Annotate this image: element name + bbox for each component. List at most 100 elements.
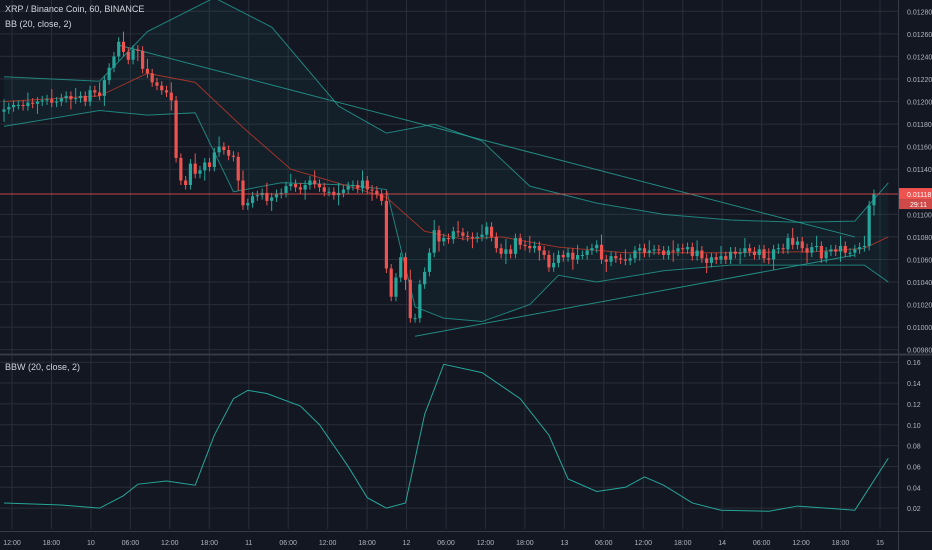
candle-body[interactable] <box>370 189 374 191</box>
candle-body[interactable] <box>169 92 173 101</box>
candle-body[interactable] <box>207 162 212 167</box>
candle-body[interactable] <box>513 238 518 254</box>
candle-body[interactable] <box>408 279 412 319</box>
candle-body[interactable] <box>652 249 656 251</box>
candle-body[interactable] <box>571 252 575 260</box>
candle-body[interactable] <box>289 183 293 187</box>
candle-body[interactable] <box>662 250 666 255</box>
candle-body[interactable] <box>203 162 207 171</box>
candle-body[interactable] <box>141 50 145 69</box>
candle-body[interactable] <box>561 254 565 258</box>
candle-body[interactable] <box>872 194 876 206</box>
candle-body[interactable] <box>2 109 6 112</box>
candle-body[interactable] <box>360 180 365 189</box>
candle-body[interactable] <box>466 235 470 237</box>
candle-body[interactable] <box>356 185 360 189</box>
candle-body[interactable] <box>810 247 814 253</box>
candle-body[interactable] <box>738 252 742 254</box>
candle-body[interactable] <box>647 250 651 253</box>
candle-body[interactable] <box>26 102 30 107</box>
candle-body[interactable] <box>666 250 671 255</box>
candle-body[interactable] <box>867 205 871 246</box>
candle-body[interactable] <box>126 51 130 60</box>
candle-body[interactable] <box>504 249 508 254</box>
candle-body[interactable] <box>552 262 556 268</box>
candle-body[interactable] <box>423 271 427 285</box>
candle-body[interactable] <box>236 156 240 181</box>
candle-body[interactable] <box>757 249 761 255</box>
candle-body[interactable] <box>16 104 20 106</box>
candle-body[interactable] <box>88 90 92 102</box>
candle-body[interactable] <box>714 257 718 260</box>
candle-body[interactable] <box>657 249 661 251</box>
candle-body[interactable] <box>700 250 704 259</box>
candle-body[interactable] <box>384 200 388 269</box>
candle-body[interactable] <box>800 241 804 249</box>
candle-body[interactable] <box>805 248 809 253</box>
candle-body[interactable] <box>59 98 63 102</box>
candle-body[interactable] <box>719 256 723 260</box>
candle-body[interactable] <box>136 49 140 51</box>
candle-body[interactable] <box>733 251 737 254</box>
candle-body[interactable] <box>145 68 149 74</box>
candle-body[interactable] <box>322 187 326 192</box>
candle-body[interactable] <box>222 146 226 151</box>
candle-body[interactable] <box>303 185 307 190</box>
candle-body[interactable] <box>848 252 852 254</box>
candle-body[interactable] <box>532 245 537 249</box>
candle-body[interactable] <box>518 238 522 245</box>
candle-body[interactable] <box>509 249 513 254</box>
candle-body[interactable] <box>776 248 780 250</box>
candle-body[interactable] <box>638 248 642 251</box>
candle-body[interactable] <box>174 100 178 158</box>
candle-body[interactable] <box>112 56 116 68</box>
candle-body[interactable] <box>494 236 498 249</box>
candle-body[interactable] <box>590 248 594 251</box>
candle-body[interactable] <box>21 104 25 107</box>
candle-body[interactable] <box>556 254 561 263</box>
candle-body[interactable] <box>317 183 322 188</box>
candle-body[interactable] <box>614 256 618 259</box>
candle-body[interactable] <box>752 251 757 255</box>
candle-body[interactable] <box>131 49 135 60</box>
candle-body[interactable] <box>819 245 823 259</box>
candle-body[interactable] <box>461 232 465 236</box>
candle-body[interactable] <box>121 41 126 52</box>
candle-body[interactable] <box>308 180 312 186</box>
candle-body[interactable] <box>432 230 436 253</box>
candle-body[interactable] <box>499 248 503 254</box>
candle-body[interactable] <box>298 187 302 190</box>
candle-body[interactable] <box>838 245 843 252</box>
candle-body[interactable] <box>284 186 288 193</box>
candle-body[interactable] <box>93 90 97 93</box>
candle-body[interactable] <box>451 231 455 240</box>
candle-body[interactable] <box>585 250 589 255</box>
candle-body[interactable] <box>198 170 202 174</box>
candle-body[interactable] <box>781 248 785 250</box>
candle-body[interactable] <box>184 180 188 186</box>
candle-body[interactable] <box>480 234 484 237</box>
candle-body[interactable] <box>767 258 771 260</box>
candle-body[interactable] <box>623 259 627 261</box>
candle-body[interactable] <box>365 180 369 190</box>
candle-body[interactable] <box>164 90 169 93</box>
candle-body[interactable] <box>35 101 40 104</box>
candle-body[interactable] <box>762 249 766 259</box>
candle-body[interactable] <box>681 248 685 250</box>
candle-body[interactable] <box>576 254 580 260</box>
candle-body[interactable] <box>107 67 111 81</box>
candle-body[interactable] <box>117 41 121 57</box>
candle-body[interactable] <box>403 257 408 280</box>
candle-body[interactable] <box>695 250 699 257</box>
candle-body[interactable] <box>231 155 236 157</box>
candle-body[interactable] <box>399 257 403 278</box>
candle-body[interactable] <box>671 250 675 252</box>
candle-body[interactable] <box>45 99 49 101</box>
candle-body[interactable] <box>537 245 541 251</box>
candle-body[interactable] <box>609 256 613 262</box>
candle-body[interactable] <box>293 183 298 188</box>
candle-body[interactable] <box>31 102 35 104</box>
candle-body[interactable] <box>834 249 838 252</box>
candle-body[interactable] <box>724 256 728 260</box>
